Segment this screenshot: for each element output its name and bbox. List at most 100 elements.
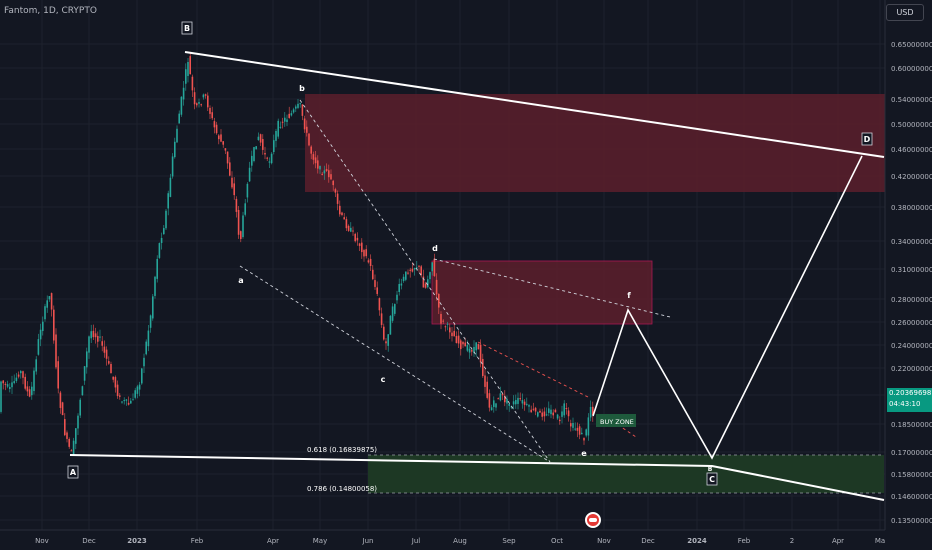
- candle-body: [537, 412, 539, 417]
- candle-body: [369, 258, 372, 267]
- candle-body: [242, 215, 244, 238]
- candle-body: [321, 173, 323, 175]
- upper-trendline[interactable]: [184, 51, 885, 158]
- candle-body: [330, 174, 332, 180]
- candle-body: [33, 370, 35, 392]
- candle-body: [277, 120, 279, 137]
- time-tick-label: May: [313, 537, 327, 545]
- candle-body: [35, 359, 37, 372]
- candle-body: [59, 392, 62, 408]
- price-tick-label: 0.46000000: [891, 146, 932, 154]
- candle-body: [248, 167, 251, 182]
- candle-body: [215, 124, 218, 134]
- candle-body: [90, 331, 92, 339]
- candle-body: [339, 205, 341, 215]
- candle-body: [279, 126, 282, 128]
- candle-body: [343, 217, 345, 220]
- candle-body: [0, 381, 2, 412]
- candle-body: [105, 349, 108, 359]
- candle-body: [515, 399, 517, 405]
- resistance-zone-middle[interactable]: [431, 260, 653, 325]
- candle-body: [418, 265, 420, 267]
- candle-body: [303, 118, 306, 130]
- fib-786-label: 0.786 (0.14800058): [307, 485, 377, 493]
- lower-trendline[interactable]: [69, 454, 885, 501]
- price-tick-label: 0.26000000: [891, 319, 932, 327]
- candle-body: [517, 397, 519, 404]
- candle-body: [482, 358, 484, 377]
- channel-lower-dashed[interactable]: [239, 265, 551, 463]
- candle-body: [222, 141, 224, 145]
- candle-body: [396, 294, 398, 301]
- buy-zone-box[interactable]: [596, 414, 636, 427]
- wave-label: f: [627, 291, 631, 300]
- candle-body: [4, 383, 7, 385]
- candle-body: [108, 361, 110, 364]
- candle-body: [226, 151, 229, 164]
- time-tick-label: Aug: [453, 537, 467, 545]
- candle-body: [528, 405, 530, 407]
- candle-body: [37, 339, 40, 355]
- candle-body: [114, 377, 117, 388]
- candle-body: [268, 161, 271, 163]
- candle-body: [55, 334, 57, 368]
- buy-zone-label: BUY ZONE: [600, 418, 634, 426]
- price-tick-label: 0.54000000: [891, 96, 932, 104]
- currency-button[interactable]: USD: [886, 4, 924, 21]
- candle-body: [112, 376, 114, 380]
- symbol-title[interactable]: Fantom, 1D, CRYPTO: [4, 6, 97, 16]
- price-tick-label: 0.34000000: [891, 238, 932, 246]
- candle-body: [257, 136, 260, 141]
- d-to-f-dashed[interactable]: [433, 258, 671, 318]
- candle-body: [376, 287, 378, 294]
- time-tick-label: Oct: [551, 537, 563, 545]
- candle-body: [77, 415, 79, 429]
- candle-body: [310, 146, 312, 154]
- wave-label: b: [299, 84, 305, 93]
- candle-body: [191, 76, 194, 91]
- time-axis[interactable]: Nov Dec 2023 Feb Apr May Jun Jul Aug Sep Oct Nov Dec…: [35, 537, 885, 545]
- candle-body: [501, 393, 504, 396]
- candle-body: [24, 376, 26, 389]
- wave-label: C: [709, 475, 715, 484]
- candle-body: [559, 419, 561, 422]
- candle-body: [281, 121, 284, 123]
- candle-body: [17, 374, 20, 377]
- candle-body: [471, 350, 473, 352]
- candle-body: [319, 166, 321, 170]
- candle-body: [323, 170, 326, 174]
- candle-body: [334, 189, 337, 193]
- candle-body: [427, 279, 429, 288]
- candle-body: [46, 300, 48, 308]
- candle-body: [446, 323, 449, 325]
- wave-label-box: [67, 465, 79, 479]
- candle-body: [572, 423, 574, 428]
- candle-body: [99, 336, 101, 338]
- price-tick-label: 0.14600000: [891, 493, 932, 501]
- candle-body: [424, 283, 427, 288]
- recent-resistance-dashed[interactable]: [477, 341, 591, 399]
- candle-body: [207, 95, 209, 108]
- price-tick-label: 0.28000000: [891, 296, 932, 304]
- channel-upper-dashed[interactable]: [299, 99, 551, 463]
- projection-path[interactable]: [592, 155, 863, 460]
- candle-body: [284, 117, 286, 122]
- candle-body: [288, 113, 290, 118]
- candle-body: [178, 113, 180, 124]
- candle-body: [548, 408, 550, 413]
- price-tick-label: 0.42000000: [891, 173, 932, 181]
- resistance-zone-upper[interactable]: [305, 94, 885, 192]
- candle-body: [413, 268, 416, 270]
- candle-body: [543, 411, 546, 417]
- candle-body: [314, 157, 317, 164]
- candle-body: [345, 219, 348, 229]
- price-axis[interactable]: 0.65000000 0.60000000 0.54000000 0.50000000…: [891, 41, 932, 525]
- candle-body: [182, 87, 185, 100]
- candle-body: [79, 399, 81, 416]
- candle-body: [374, 280, 376, 287]
- candle-body: [255, 146, 257, 150]
- candle-body: [218, 135, 220, 140]
- tradingview-logo-icon[interactable]: [585, 512, 601, 528]
- current-price-badge[interactable]: 0.20369698 04:43:10: [887, 388, 932, 412]
